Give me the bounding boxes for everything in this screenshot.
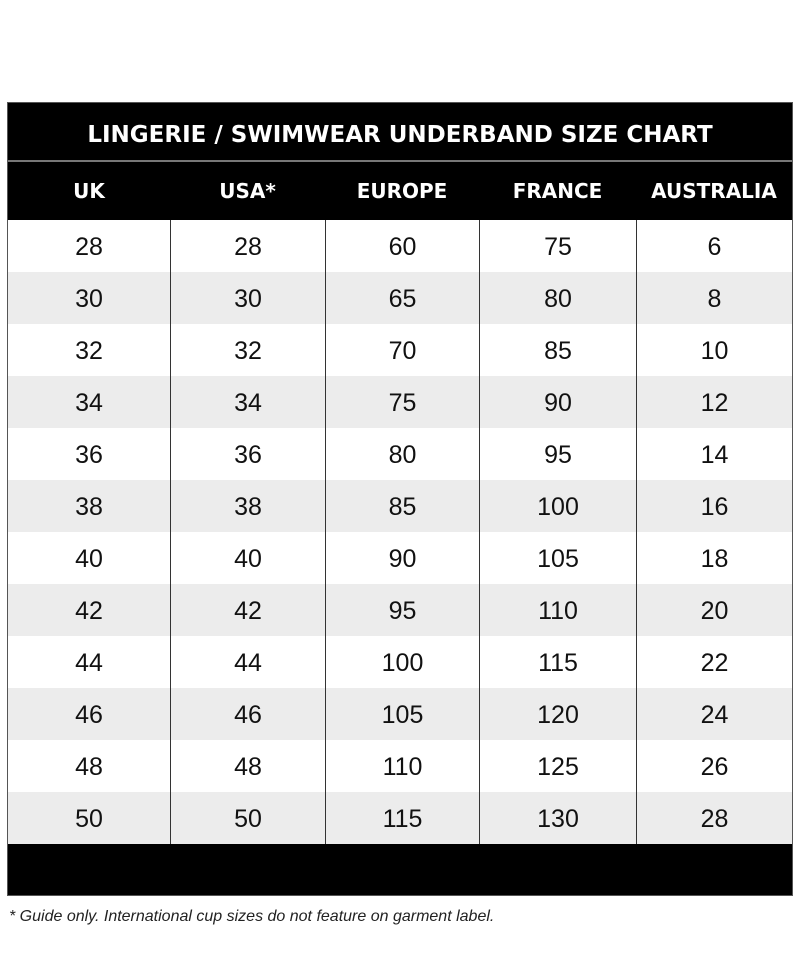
header-australia: AUSTRALIA xyxy=(651,179,777,203)
table-row: 44 44 100 115 22 xyxy=(8,636,792,688)
table-cell: 75 xyxy=(325,376,479,428)
table-cell: 6 xyxy=(636,220,792,272)
table-row: 30 30 65 80 8 xyxy=(8,272,792,324)
table-cell: 38 xyxy=(8,480,170,532)
table-cell: 85 xyxy=(325,480,479,532)
table-cell: 75 xyxy=(479,220,636,272)
table-body: 28 28 60 75 6 30 30 65 80 8 32 32 70 85 10 34 34 75 90 12 36… xyxy=(8,220,792,844)
table-cell: 70 xyxy=(325,324,479,376)
table-cell: 44 xyxy=(8,636,170,688)
table-cell: 105 xyxy=(479,532,636,584)
table-cell: 32 xyxy=(170,324,325,376)
table-cell: 60 xyxy=(325,220,479,272)
table-cell: 42 xyxy=(170,584,325,636)
table-cell: 18 xyxy=(636,532,792,584)
table-cell: 34 xyxy=(8,376,170,428)
table-cell: 28 xyxy=(636,792,792,844)
table-row: 46 46 105 120 24 xyxy=(8,688,792,740)
header-france: FRANCE xyxy=(512,179,603,203)
table-cell: 115 xyxy=(325,792,479,844)
table-row: 48 48 110 125 26 xyxy=(8,740,792,792)
table-cell: 95 xyxy=(479,428,636,480)
table-cell: 30 xyxy=(8,272,170,324)
table-cell: 28 xyxy=(8,220,170,272)
table-cell: 50 xyxy=(8,792,170,844)
table-cell: 26 xyxy=(636,740,792,792)
table-cell: 65 xyxy=(325,272,479,324)
table-cell: 100 xyxy=(325,636,479,688)
table-cell: 80 xyxy=(325,428,479,480)
table-cell: 8 xyxy=(636,272,792,324)
table-cell: 30 xyxy=(170,272,325,324)
table-cell: 90 xyxy=(479,376,636,428)
table-row: 42 42 95 110 20 xyxy=(8,584,792,636)
header-uk: UK xyxy=(73,179,105,203)
footnote: * Guide only. International cup sizes do… xyxy=(9,908,495,925)
chart-title: LINGERIE / SWIMWEAR UNDERBAND SIZE CHART xyxy=(8,103,792,162)
table-cell: 28 xyxy=(170,220,325,272)
table-cell: 105 xyxy=(325,688,479,740)
table-cell: 46 xyxy=(170,688,325,740)
table-row: 36 36 80 95 14 xyxy=(8,428,792,480)
table-cell: 12 xyxy=(636,376,792,428)
table-cell: 22 xyxy=(636,636,792,688)
table-row: 38 38 85 100 16 xyxy=(8,480,792,532)
table-cell: 40 xyxy=(170,532,325,584)
table-cell: 130 xyxy=(479,792,636,844)
table-footer-bar xyxy=(8,844,792,895)
table-cell: 16 xyxy=(636,480,792,532)
table-cell: 32 xyxy=(8,324,170,376)
table-cell: 36 xyxy=(8,428,170,480)
size-chart-table: LINGERIE / SWIMWEAR UNDERBAND SIZE CHART… xyxy=(7,102,793,896)
table-cell: 38 xyxy=(170,480,325,532)
table-row: 28 28 60 75 6 xyxy=(8,220,792,272)
table-cell: 120 xyxy=(479,688,636,740)
table-cell: 90 xyxy=(325,532,479,584)
table-cell: 44 xyxy=(170,636,325,688)
table-row: 50 50 115 130 28 xyxy=(8,792,792,844)
table-row: 40 40 90 105 18 xyxy=(8,532,792,584)
table-cell: 46 xyxy=(8,688,170,740)
table-cell: 24 xyxy=(636,688,792,740)
table-cell: 14 xyxy=(636,428,792,480)
table-cell: 125 xyxy=(479,740,636,792)
table-cell: 48 xyxy=(8,740,170,792)
table-cell: 95 xyxy=(325,584,479,636)
table-cell: 115 xyxy=(479,636,636,688)
table-cell: 20 xyxy=(636,584,792,636)
table-cell: 10 xyxy=(636,324,792,376)
header-row: UK USA* EUROPE FRANCE AUSTRALIA xyxy=(8,162,792,220)
table-cell: 50 xyxy=(170,792,325,844)
table-cell: 48 xyxy=(170,740,325,792)
table-row: 32 32 70 85 10 xyxy=(8,324,792,376)
header-europe: EUROPE xyxy=(356,179,448,203)
table-cell: 80 xyxy=(479,272,636,324)
table-cell: 40 xyxy=(8,532,170,584)
table-cell: 36 xyxy=(170,428,325,480)
table-cell: 42 xyxy=(8,584,170,636)
table-cell: 85 xyxy=(479,324,636,376)
table-cell: 110 xyxy=(479,584,636,636)
table-cell: 100 xyxy=(479,480,636,532)
table-cell: 110 xyxy=(325,740,479,792)
table-cell: 34 xyxy=(170,376,325,428)
header-usa: USA* xyxy=(219,179,276,203)
table-row: 34 34 75 90 12 xyxy=(8,376,792,428)
